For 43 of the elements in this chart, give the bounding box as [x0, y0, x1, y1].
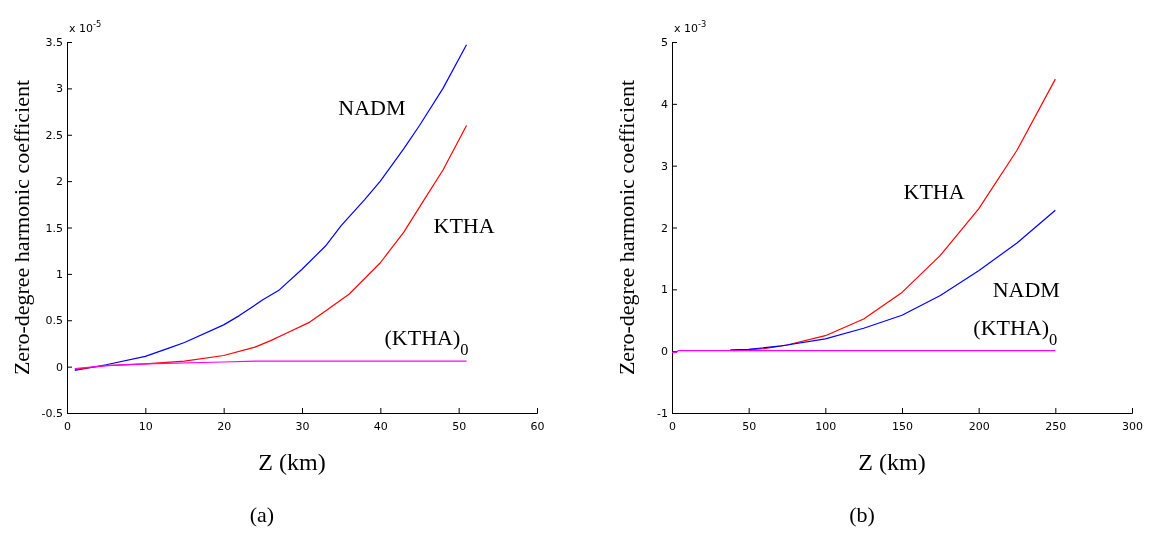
- series-label: NADM: [992, 276, 1060, 302]
- x-tick-label: 300: [1122, 419, 1143, 433]
- y-tick-label: 1: [661, 283, 668, 297]
- series-label: (KTHA)$_{0}$: [973, 314, 1058, 349]
- x-tick-label: 150: [892, 419, 913, 433]
- y-axis-title: Zero-degree harmonic coefficient: [9, 79, 34, 376]
- y-tick-label: 1.5: [45, 221, 63, 235]
- x-tick-label: 100: [815, 419, 837, 433]
- text: (b): [849, 502, 875, 527]
- y-tick-label: 2: [661, 221, 668, 235]
- y-tick-label: 3.5: [45, 36, 63, 50]
- y-tick-label: -1: [657, 407, 668, 421]
- x-axis-title: Z (km): [858, 449, 926, 475]
- y-tick-label: 1: [56, 267, 63, 281]
- x-tick-label: 20: [217, 419, 232, 433]
- y-tick-label: 5: [661, 36, 668, 50]
- series-label: NADM: [338, 95, 406, 121]
- text: (a): [249, 502, 275, 527]
- x-tick-label: 10: [138, 419, 153, 433]
- series-label: KTHA: [903, 178, 965, 204]
- y-tick-label: 0: [56, 360, 63, 374]
- x-axis-title: Z (km): [258, 449, 326, 475]
- text: x 10$^{-5}$: [69, 19, 102, 35]
- y-tick-label: 0: [661, 345, 668, 359]
- series-label: KTHA: [433, 213, 495, 239]
- x-tick-label: 50: [742, 419, 757, 433]
- line-series: [74, 360, 468, 370]
- y-tick-label: 3: [56, 82, 63, 96]
- y-tick-label: -0.5: [41, 407, 63, 421]
- x-tick-label: 250: [1045, 419, 1067, 433]
- y-tick-label: 4: [661, 97, 668, 111]
- x-tick-label: 30: [295, 419, 310, 433]
- series-label: (KTHA)$_{0}$: [384, 325, 469, 359]
- y-tick-label: 2.5: [45, 128, 63, 142]
- y-tick-label: 2: [56, 175, 63, 189]
- y-axis-title: Zero-degree harmonic coefficient: [614, 79, 639, 376]
- text: x 10$^{-3}$: [674, 19, 707, 35]
- y-tick-label: 3: [661, 159, 668, 173]
- x-tick-label: 200: [968, 419, 990, 433]
- x-tick-label: 50: [452, 419, 467, 433]
- x-tick-label: 40: [373, 419, 388, 433]
- x-tick-label: 60: [530, 419, 545, 433]
- y-tick-label: 0.5: [45, 314, 63, 328]
